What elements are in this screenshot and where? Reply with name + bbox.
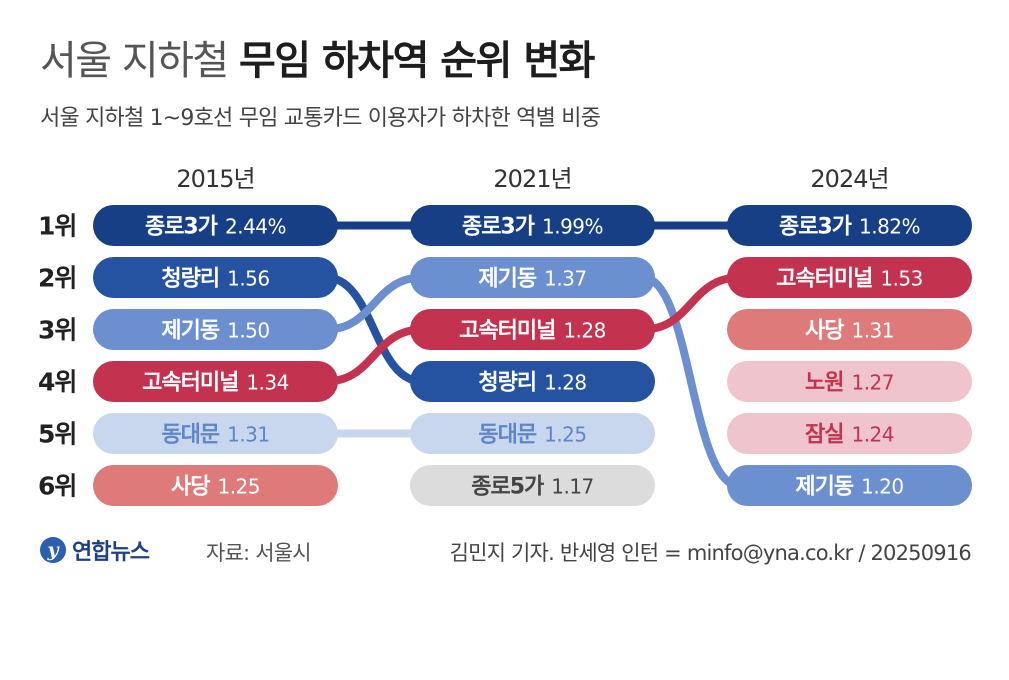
station-label: 종로3가 1.99% [462, 215, 603, 240]
station-name: 노원 [805, 371, 843, 396]
link-제기동 [639, 273, 743, 490]
source-note: 자료: 서울시 [206, 541, 312, 565]
station-value: 1.27 [851, 371, 894, 395]
station-pill [727, 361, 972, 402]
column-header: 2021년 [493, 165, 571, 193]
station-label: 청량리 1.28 [478, 371, 586, 396]
rank-label: 6위 [38, 472, 76, 501]
station-value: 1.82% [859, 215, 920, 239]
chart-labels: 2015년 2021년 2024년 1위 2위 3위 4위 5위 6위 [38, 165, 890, 501]
station-value: 1.20 [861, 475, 904, 499]
station-name: 종로3가 [779, 215, 852, 240]
station-value: 1.24 [851, 423, 894, 447]
station-name: 제기동 [795, 475, 853, 500]
station-label: 제기동 1.37 [478, 267, 586, 292]
station-value: 1.99% [542, 215, 603, 239]
title-light: 서울 지하철 [40, 38, 229, 84]
station-pill [727, 309, 972, 350]
station-label: 노원 1.27 [805, 371, 894, 396]
station-pill [93, 309, 338, 350]
station-label: 제기동 1.50 [161, 319, 269, 344]
station-value: 1.31 [227, 423, 270, 447]
station-label: 종로3가 1.82% [779, 215, 920, 240]
station-value: 1.25 [217, 475, 260, 499]
station-value: 1.37 [544, 267, 587, 291]
station-label: 고속터미널 1.53 [776, 267, 923, 292]
logo-icon: y [40, 537, 66, 563]
rank-label: 3위 [38, 316, 76, 345]
link-청량리 [322, 273, 426, 386]
station-name: 종로5가 [471, 475, 544, 500]
station-value: 2.44% [225, 215, 286, 239]
station-pill [727, 205, 972, 246]
station-pill [410, 309, 655, 350]
station-pill [410, 257, 655, 298]
station-pill [93, 465, 338, 506]
station-pill [410, 413, 655, 454]
station-pill [410, 361, 655, 402]
station-pill [410, 465, 655, 506]
station-name: 동대문 [161, 423, 219, 448]
station-pill [727, 413, 972, 454]
link-고속터미널 [639, 273, 743, 334]
station-pill [410, 205, 655, 246]
station-pill [727, 257, 972, 298]
station-label: 잠실 1.24 [805, 423, 894, 448]
title-bold: 무임 하차역 순위 변화 [238, 38, 595, 84]
station-value: 1.31 [851, 319, 894, 343]
station-name: 동대문 [478, 423, 536, 448]
column-header: 2024년 [810, 165, 888, 193]
station-name: 제기동 [161, 319, 219, 344]
station-value: 1.17 [551, 475, 594, 499]
station-label: 고속터미널 1.28 [459, 319, 606, 344]
station-label: 제기동 1.20 [795, 475, 903, 500]
station-name: 사당 [805, 319, 844, 344]
station-name: 종로3가 [145, 215, 218, 240]
station-name: 고속터미널 [142, 371, 238, 396]
station-value: 1.53 [880, 267, 923, 291]
rank-label: 2위 [38, 264, 76, 293]
chart-links [322, 221, 743, 490]
rank-label: 1위 [38, 212, 76, 241]
station-pill [93, 361, 338, 402]
station-value: 1.56 [227, 267, 270, 291]
subtitle: 서울 지하철 1~9호선 무임 교통카드 이용자가 하차한 역별 비중 [40, 106, 601, 131]
station-label: 고속터미널 1.34 [142, 371, 289, 396]
station-pill [93, 413, 338, 454]
station-value: 1.34 [246, 371, 289, 395]
station-value: 1.25 [544, 423, 587, 447]
page-title: 서울 지하철 무임 하차역 순위 변화 [40, 28, 595, 86]
link-제기동 [322, 273, 426, 334]
link-고속터미널 [322, 325, 426, 386]
rank-label: 5위 [38, 420, 76, 449]
rank-label: 4위 [38, 368, 76, 397]
station-name: 고속터미널 [776, 267, 872, 292]
station-name: 종로3가 [462, 215, 535, 240]
station-label: 동대문 1.25 [478, 423, 586, 448]
station-name: 제기동 [478, 267, 536, 292]
station-name: 청량리 [161, 267, 219, 292]
station-label: 사당 1.31 [805, 319, 894, 344]
logo-text: 연합뉴스 [72, 540, 150, 565]
station-value: 1.50 [227, 319, 270, 343]
station-pill [727, 465, 972, 506]
column-header: 2015년 [176, 165, 254, 193]
station-name: 잠실 [805, 423, 843, 448]
credit-line: 김민지 기자. 반세영 인턴 = minfo@yna.co.kr / 20250… [449, 541, 972, 565]
station-pill [93, 205, 338, 246]
station-label: 청량리 1.56 [161, 267, 269, 292]
station-label: 종로3가 2.44% [145, 215, 286, 240]
station-label: 사당 1.25 [171, 475, 260, 500]
station-name: 고속터미널 [459, 319, 555, 344]
station-name: 사당 [171, 475, 210, 500]
station-name: 청량리 [478, 371, 536, 396]
yonhap-logo: y 연합뉴스 [40, 534, 150, 566]
station-value: 1.28 [563, 319, 606, 343]
station-label: 종로5가 1.17 [471, 475, 594, 500]
station-value: 1.28 [544, 371, 587, 395]
station-label: 동대문 1.31 [161, 423, 269, 448]
station-pill [93, 257, 338, 298]
